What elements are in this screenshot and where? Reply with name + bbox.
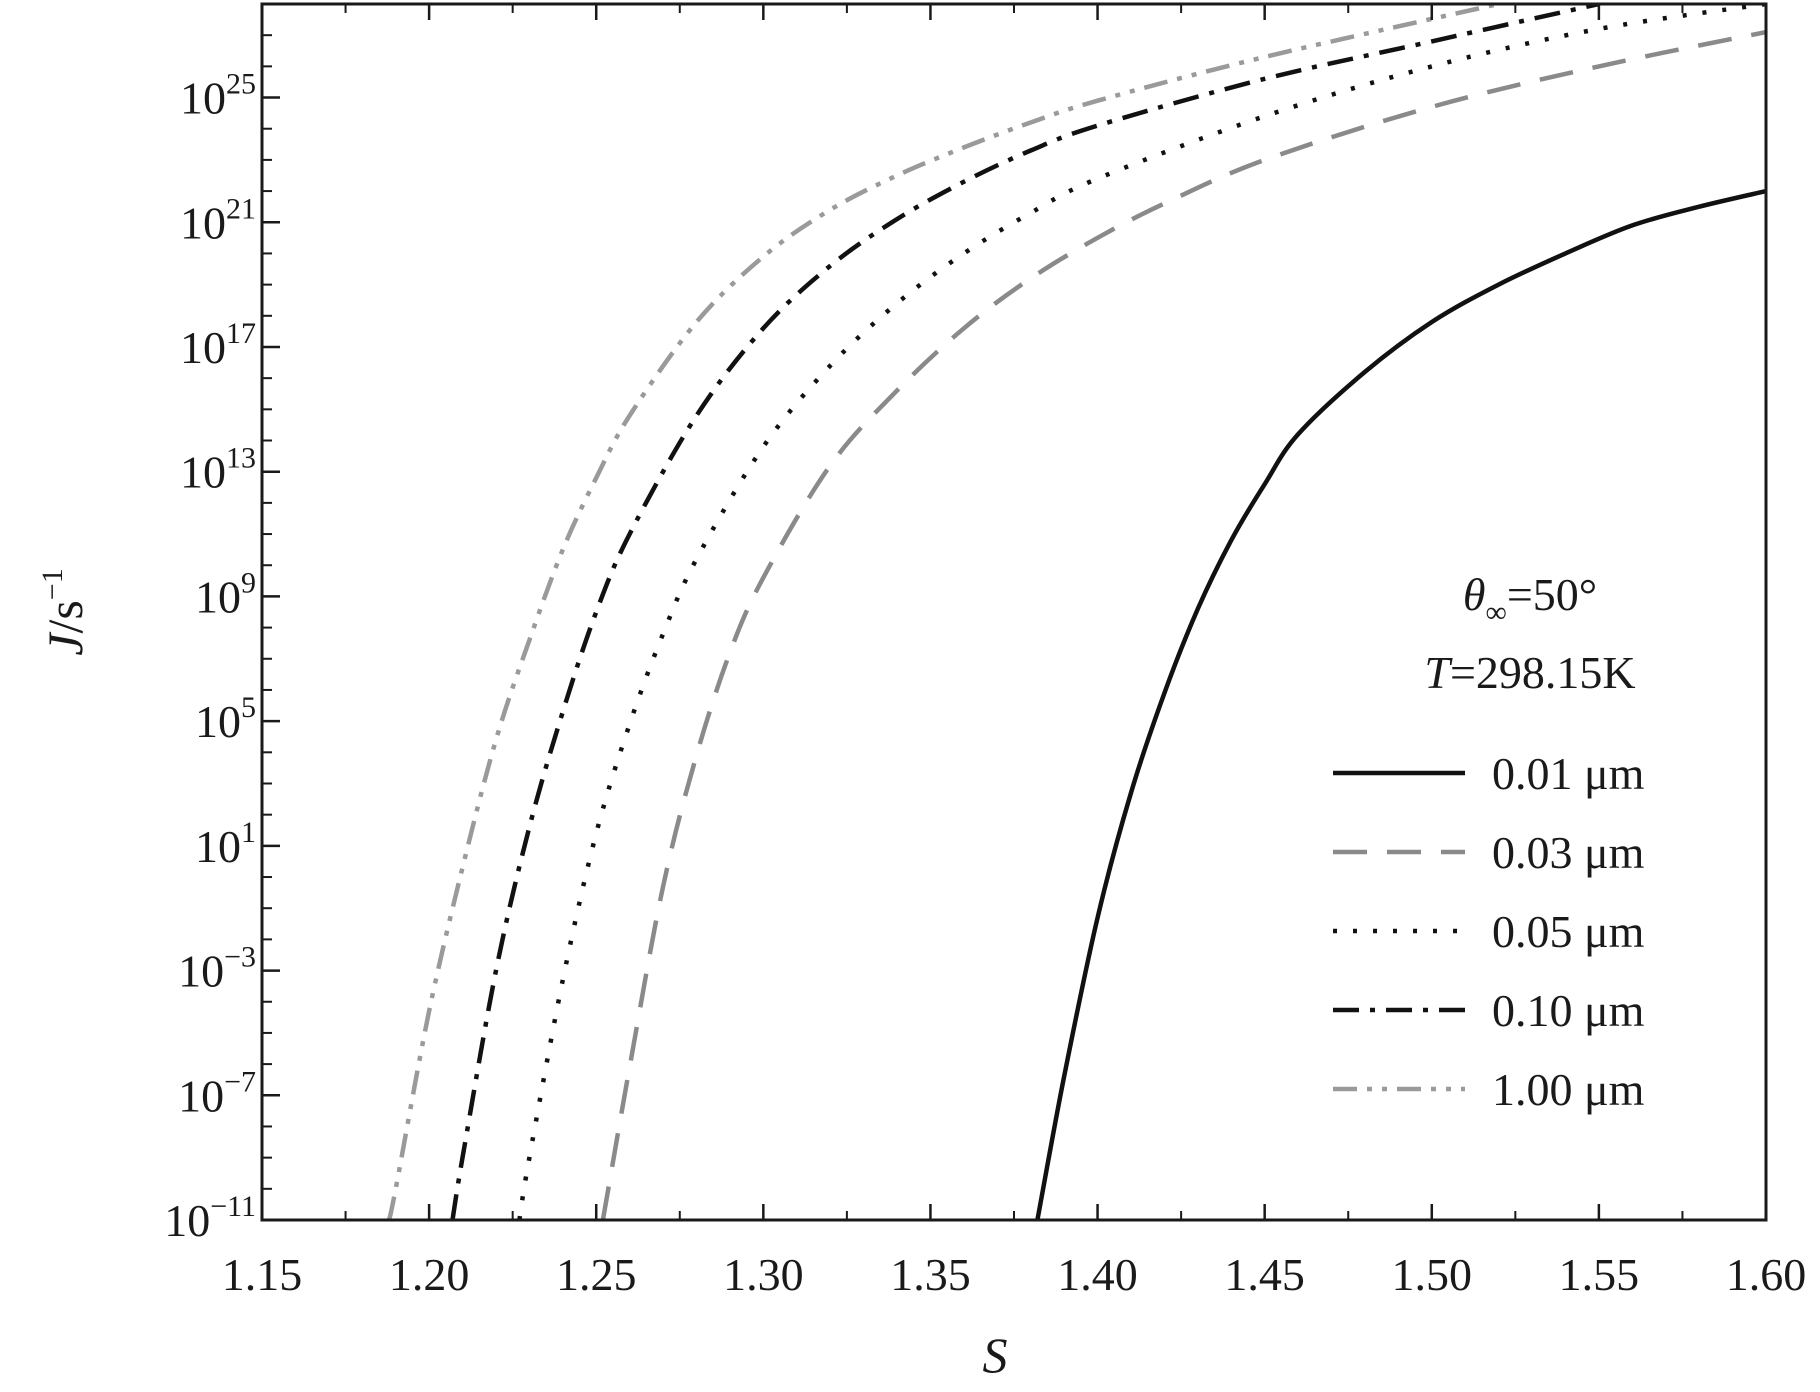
x-tick-label: 1.35 xyxy=(890,1249,971,1300)
x-tick-label: 1.30 xyxy=(723,1249,804,1300)
y-tick-label: 1021 xyxy=(180,192,256,248)
y-tick-exponent: 13 xyxy=(226,442,256,475)
theta-symbol: θ xyxy=(1463,569,1486,620)
y-tick-label: 10−11 xyxy=(164,1190,256,1246)
legend-label: 0.05 μm xyxy=(1492,906,1645,957)
annotation-contact-angle: θ∞=50° xyxy=(1463,569,1597,629)
y-tick-base: 10 xyxy=(195,696,241,747)
x-tick-label: 1.25 xyxy=(556,1249,637,1300)
y-tick-label: 1017 xyxy=(180,317,256,373)
series-layer xyxy=(386,4,1766,1220)
x-tick-label: 1.20 xyxy=(389,1249,470,1300)
y-axis-unit: /s xyxy=(37,600,93,633)
legend: 0.01 μm 0.03 μm 0.05 μm 0.10 μm 1.00 μm xyxy=(1333,748,1645,1115)
y-tick-label: 109 xyxy=(195,566,256,622)
x-axis: 1.15 1.20 1.25 1.30 1.35 1.40 1.45 1.50 1.55 1.60 xyxy=(222,4,1807,1300)
legend-label: 0.10 μm xyxy=(1492,985,1645,1036)
y-tick-base: 10 xyxy=(180,447,226,498)
annotation: θ∞=50° T=298.15K xyxy=(1424,569,1635,698)
y-tick-base: 10 xyxy=(180,73,226,124)
y-tick-exponent: 25 xyxy=(226,68,256,101)
series-line xyxy=(1035,188,1766,1220)
y-tick-exponent: −11 xyxy=(210,1190,256,1223)
legend-label: 1.00 μm xyxy=(1492,1064,1645,1115)
y-tick-base: 10 xyxy=(180,322,226,373)
y-tick-label: 101 xyxy=(195,816,256,872)
y-tick-exponent: −7 xyxy=(224,1065,256,1098)
y-tick-label: 105 xyxy=(195,691,256,747)
theta-value: =50° xyxy=(1507,569,1597,620)
y-axis-unit-exponent: −1 xyxy=(36,568,69,600)
y-tick-base: 10 xyxy=(195,821,241,872)
series-line xyxy=(450,4,1600,1220)
legend-label: 0.01 μm xyxy=(1492,748,1645,799)
y-tick-base: 10 xyxy=(180,197,226,248)
y-tick-base: 10 xyxy=(178,1070,224,1121)
y-tick-base: 10 xyxy=(195,571,241,622)
x-tick-label: 1.50 xyxy=(1392,1249,1473,1300)
x-tick-label: 1.55 xyxy=(1559,1249,1640,1300)
y-axis-symbol: J xyxy=(37,631,93,656)
legend-label: 0.03 μm xyxy=(1492,827,1645,878)
series-line xyxy=(600,29,1766,1220)
y-tick-label: 10−3 xyxy=(178,941,256,997)
y-tick-base: 10 xyxy=(164,1195,210,1246)
x-tick-label: 1.45 xyxy=(1224,1249,1305,1300)
x-tick-label: 1.15 xyxy=(222,1249,303,1300)
y-tick-exponent: 21 xyxy=(226,192,256,225)
theta-subscript: ∞ xyxy=(1485,596,1506,629)
x-axis-title: S xyxy=(983,1327,1008,1383)
y-tick-label: 10−7 xyxy=(178,1065,256,1121)
y-tick-exponent: −3 xyxy=(224,941,256,974)
y-tick-exponent: 9 xyxy=(241,566,256,599)
y-tick-label: 1025 xyxy=(180,68,256,124)
x-tick-label: 1.60 xyxy=(1726,1249,1807,1300)
y-tick-exponent: 5 xyxy=(241,691,256,724)
x-tick-label: 1.40 xyxy=(1057,1249,1138,1300)
y-tick-exponent: 1 xyxy=(241,816,256,849)
temperature-symbol: T xyxy=(1424,647,1453,698)
y-tick-label: 1013 xyxy=(180,442,256,498)
y-axis-title: J/s−1 xyxy=(36,568,93,655)
y-tick-exponent: 17 xyxy=(226,317,256,350)
annotation-temperature: T=298.15K xyxy=(1424,647,1635,698)
series-line xyxy=(386,4,1500,1220)
temperature-value: =298.15K xyxy=(1450,647,1636,698)
y-tick-base: 10 xyxy=(178,946,224,997)
